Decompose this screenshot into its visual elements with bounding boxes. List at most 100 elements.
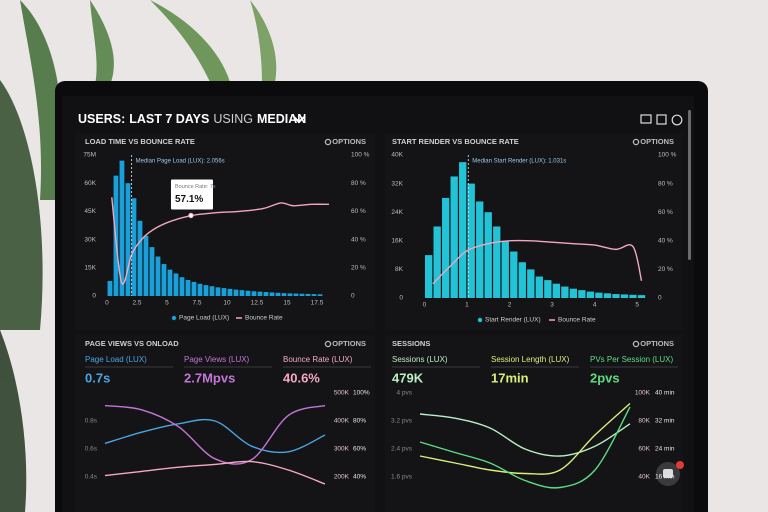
tooltip-point: [188, 212, 194, 219]
y2-tick-label: 100 %: [658, 152, 677, 159]
x-tick-label: 2: [508, 302, 512, 309]
y2-tick-label: 80 %: [351, 180, 366, 187]
legend-label: Bounce Rate: [245, 315, 283, 322]
kpi-value: 17min: [491, 370, 529, 385]
kpi-value: 479K: [392, 370, 424, 385]
median-annotation: Median Page Load (LUX): 2.056s: [136, 159, 225, 165]
histogram-bar: [629, 294, 637, 298]
header-using: USING: [213, 112, 253, 126]
histogram-bar: [510, 251, 518, 298]
y3-tick-label: 40%: [353, 474, 366, 481]
histogram-bar: [137, 220, 143, 296]
histogram-bar: [535, 276, 543, 298]
options-button[interactable]: OPTIONS: [332, 137, 366, 146]
panel-title: PAGE VIEWS VS ONLOAD: [85, 339, 179, 348]
icon-image[interactable]: [656, 114, 667, 125]
options-button[interactable]: OPTIONS: [640, 339, 674, 348]
options-gear[interactable]: [324, 138, 332, 146]
y-tick-label: 60K: [84, 180, 96, 187]
options-gear[interactable]: [324, 340, 332, 348]
legend-label: Start Render (LUX): [485, 317, 541, 324]
histogram-bar: [269, 292, 275, 296]
legend-swatch: [171, 315, 177, 321]
histogram-bar: [552, 283, 561, 298]
histogram-bar: [433, 226, 441, 298]
histogram-bar: [518, 262, 526, 298]
histogram-bar: [450, 176, 458, 298]
chat-icon: [663, 469, 673, 478]
histogram-bar: [305, 293, 311, 296]
kpi-label: Page Views (LUX): [184, 355, 250, 364]
dropdown-chevron[interactable]: [293, 116, 305, 124]
histogram-bar: [149, 247, 155, 296]
icon-help[interactable]: [671, 114, 683, 126]
y2-tick-label: 40 %: [351, 236, 366, 243]
tooltip-box: [170, 179, 213, 210]
histogram-bar: [221, 288, 227, 296]
line-series: [432, 239, 643, 285]
y-tick-label: 3.2 pvs: [391, 418, 413, 425]
median-annotation: Median Start Render (LUX): 1.031s: [472, 159, 566, 165]
options-button[interactable]: OPTIONS: [640, 137, 674, 146]
histogram-bar: [527, 269, 535, 298]
y2-tick-label: 500K: [334, 390, 350, 397]
plant-backdrop: [0, 0, 277, 512]
histogram-bar: [484, 212, 492, 298]
y-tick-label: 0: [399, 295, 403, 302]
options-gear[interactable]: [632, 340, 640, 348]
panel-title: LOAD TIME VS BOUNCE RATE: [85, 137, 195, 146]
y3-tick-label: 16 min: [655, 474, 675, 481]
x-tick-label: 10: [223, 300, 231, 307]
histogram-bar: [467, 183, 475, 298]
y3-tick-label: 40 min: [655, 390, 675, 397]
options-button[interactable]: OPTIONS: [332, 339, 366, 348]
icon-monitor[interactable]: [640, 114, 652, 124]
options-gear[interactable]: [632, 138, 640, 146]
histogram-bar: [612, 294, 620, 298]
y2-tick-label: 200K: [334, 474, 350, 481]
y-tick-label: 15K: [84, 265, 96, 272]
y-tick-label: 32K: [391, 180, 403, 187]
y-tick-label: 0.8s: [85, 418, 98, 425]
histogram-bar: [595, 292, 603, 298]
y2-tick-label: 100K: [635, 390, 651, 397]
panel: [75, 335, 375, 512]
histogram-bar: [561, 286, 569, 298]
histogram-bar: [287, 293, 293, 296]
histogram-bar: [209, 286, 215, 296]
histogram-bar: [637, 295, 646, 298]
scrollbar[interactable]: [688, 110, 691, 260]
histogram-bar: [442, 197, 450, 298]
kpi-label: Page Load (LUX): [85, 355, 147, 364]
panel: [75, 133, 375, 330]
histogram-bar: [239, 290, 245, 296]
histogram-bar: [167, 269, 173, 296]
panel-title: SESSIONS: [392, 339, 430, 348]
histogram-bar: [275, 292, 281, 296]
y-tick-label: 40K: [391, 152, 403, 159]
y-tick-label: 2.4 pvs: [391, 446, 413, 453]
y2-tick-label: 100 %: [351, 152, 370, 159]
line-series: [419, 402, 631, 475]
kpi-label: Sessions (LUX): [392, 355, 448, 364]
histogram-bar: [185, 280, 191, 296]
histogram-bar: [459, 162, 467, 298]
histogram-bar: [173, 273, 179, 296]
histogram-bar: [620, 294, 629, 298]
line-series: [104, 404, 326, 465]
histogram-bar: [311, 294, 317, 296]
histogram-bar: [119, 160, 125, 296]
y2-tick-label: 40 %: [658, 238, 673, 245]
x-tick-label: 0: [105, 300, 109, 307]
header-stat[interactable]: MEDIAN: [257, 112, 306, 126]
histogram-bar: [215, 287, 221, 296]
y2-tick-label: 60 %: [658, 209, 673, 216]
histogram-bar: [299, 293, 305, 296]
y2-tick-label: 20 %: [351, 265, 366, 272]
y2-tick-label: 20 %: [658, 266, 673, 273]
x-tick-label: 12.5: [251, 300, 264, 307]
y2-tick-label: 80 %: [658, 180, 673, 187]
header-range[interactable]: LAST 7 DAYS: [129, 112, 209, 126]
y2-tick-label: 40K: [638, 474, 650, 481]
kpi-label: Session Length (LUX): [491, 355, 570, 364]
